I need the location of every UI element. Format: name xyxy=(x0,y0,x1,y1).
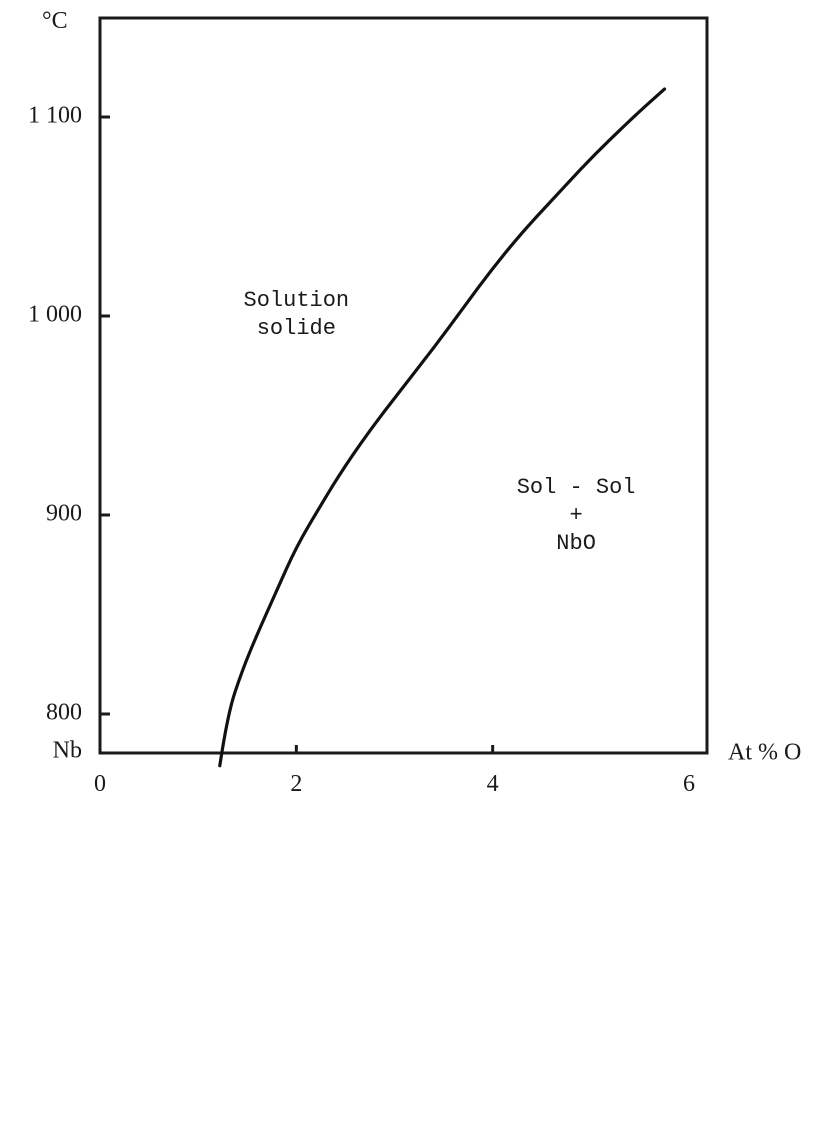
y-tick-label: 900 xyxy=(46,501,82,527)
region-label-two-phase: Sol - Sol + NbO xyxy=(517,475,636,556)
y-axis-unit: °C xyxy=(42,8,68,34)
region-label-line: NbO xyxy=(556,531,596,556)
x-tick-label: 0 xyxy=(94,771,106,797)
y-tick-label: 1 100 xyxy=(28,103,82,129)
region-annotations: Solution solide Sol - Sol + NbO xyxy=(244,288,636,556)
region-label-line: Solution xyxy=(244,288,350,313)
x-tick-label: 4 xyxy=(487,771,499,797)
plot-frame xyxy=(98,16,709,755)
tick-group xyxy=(100,115,495,753)
y-tick-label: 1 000 xyxy=(28,302,82,328)
region-label-line: Sol - Sol xyxy=(517,475,636,500)
x-origin-label: Nb xyxy=(53,738,82,764)
x-tick-label: 2 xyxy=(290,771,302,797)
solvus-curve xyxy=(218,87,667,768)
region-label-line: + xyxy=(570,503,583,528)
y-tick-label: 800 xyxy=(46,700,82,726)
region-label-solid-solution: Solution solide xyxy=(244,288,350,341)
region-label-line: solide xyxy=(257,316,336,341)
x-axis-label: At % O xyxy=(728,740,801,766)
x-tick-label: 6 xyxy=(683,771,695,797)
